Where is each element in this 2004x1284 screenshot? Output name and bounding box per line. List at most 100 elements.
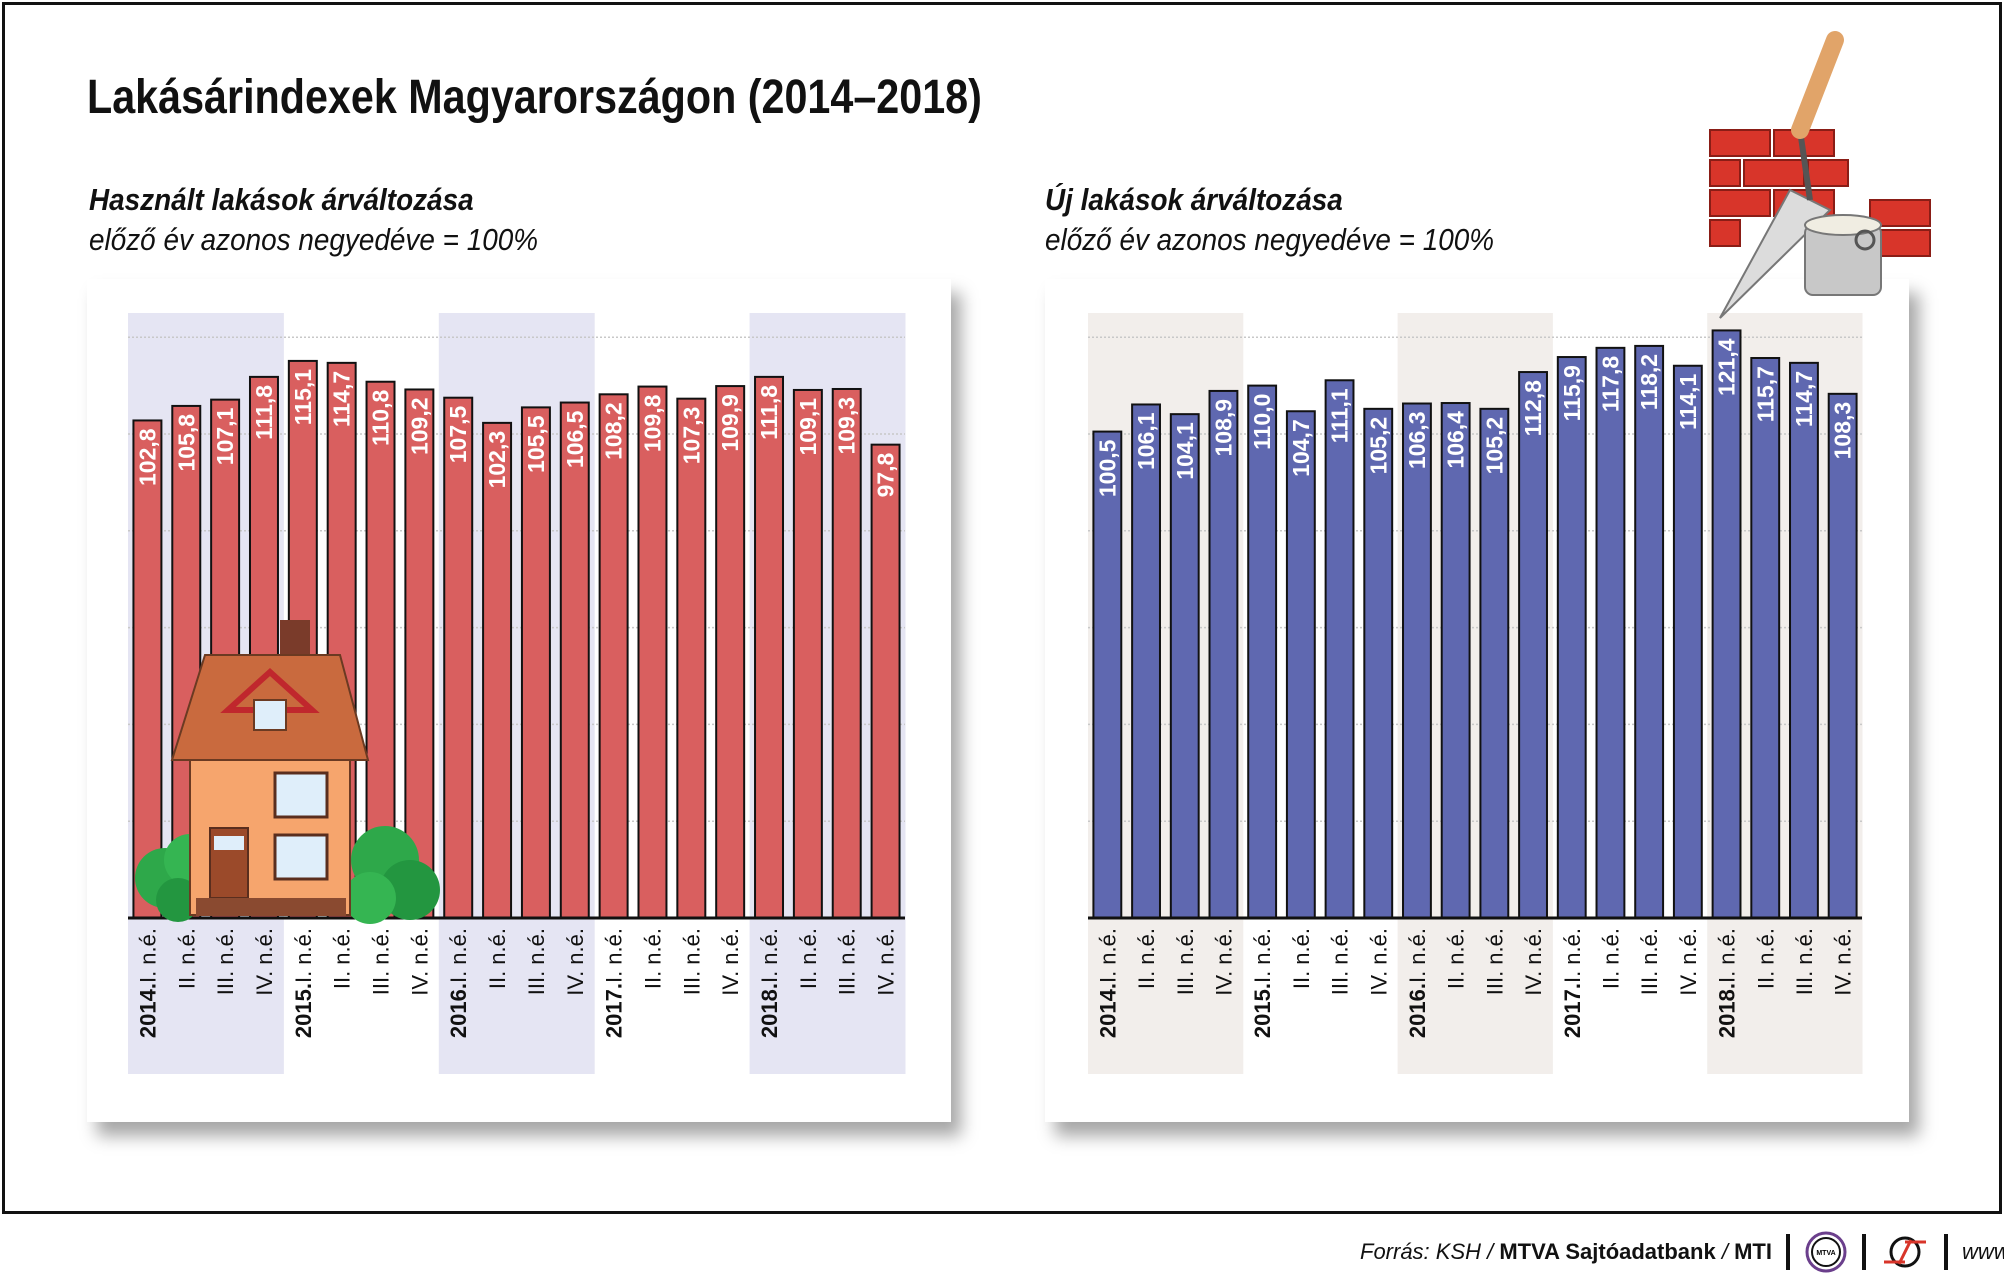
x-tick-label: 2017.I. n.é. [602,928,627,1038]
year-label: 2018. [1715,983,1740,1038]
mtva-logo-text: MTVA [1816,1250,1835,1257]
bar-value-label: 109,9 [717,394,743,452]
x-tick-label: III. n.é. [369,928,394,995]
bar-value-label: 111,8 [756,385,782,440]
x-tick-label: IV. n.é. [252,928,277,996]
x-tick-label: II. n.é. [485,928,510,989]
quarter-label: I. n.é. [135,928,160,983]
x-tick-label: III. n.é. [835,928,860,995]
bar [520,406,551,919]
left-chart-subtitle: előző év azonos negyedéve = 100% [89,222,539,257]
quarter-label: I. n.é. [446,928,471,983]
x-tick-label: IV. n.é. [563,928,588,996]
bar-value-label: 115,9 [1559,365,1585,421]
house-illustration [135,620,440,924]
bar-value-label: 104,7 [1288,419,1314,477]
bar-value-label: 108,3 [1830,402,1856,460]
infographic-frame [2,2,2002,1214]
divider [1861,1234,1866,1270]
bar-value-label: 100,5 [1094,439,1120,497]
bar-value-label: 107,5 [445,405,471,463]
new-homes-chart: 100,5 106,1 104,1 108,9 110,0 104,7 111,1 105,2… [1088,313,1863,1074]
x-tick-label: IV. n.é. [407,928,432,996]
bar-value-label: 102,8 [134,428,160,486]
bar-value-label: 106,1 [1133,412,1159,470]
website-link[interactable]: www.mti.hu [1961,1239,2004,1264]
bar-value-label: 97,8 [873,452,899,497]
x-tick-label: II. n.é. [330,928,355,989]
bar [1092,430,1123,919]
bar [443,396,474,919]
bar [1672,364,1703,920]
x-tick-label: II. n.é. [796,928,821,989]
bar [870,443,901,919]
bar [1789,361,1819,919]
bar [1711,329,1742,919]
x-tick-label: II. n.é. [1598,928,1623,989]
footer: Forrás: KSH / MTVA Sajtóadatbank / MTI M… [1360,1231,2004,1273]
bar-value-label: 118,2 [1636,354,1662,410]
left-chart-title: Használt lakások árváltozása [89,182,474,218]
bar [1595,346,1626,919]
source-prefix: Forrás: KSH / [1360,1239,1500,1264]
bar [404,388,435,919]
x-tick-label: IV. n.é. [1831,928,1856,996]
x-tick-label: IV. n.é. [1211,928,1236,996]
x-tick-label: 2018.I. n.é. [757,928,782,1038]
year-label: 2014. [135,983,160,1038]
year-label: 2015. [291,983,316,1038]
x-tick-label: III. n.é. [679,928,704,995]
bar [1556,356,1587,919]
year-label: 2017. [602,983,627,1038]
bar [132,419,163,919]
bar [831,387,862,920]
bar-value-label: 105,2 [1365,417,1391,475]
right-chart-title: Új lakások árváltozása [1045,182,1343,218]
source-mti: MTI [1734,1239,1772,1264]
bar [482,421,513,919]
x-tick-label: III. n.é. [1637,928,1662,995]
bar [1131,403,1161,919]
x-tick-label: II. n.é. [640,928,665,989]
divider [1943,1234,1948,1270]
bar-value-label: 114,7 [1791,371,1817,427]
bar [1169,413,1200,919]
x-tick-label: 2015.I. n.é. [1250,928,1275,1038]
quarter-label: I. n.é. [602,928,627,983]
page-title: Lakásárindexek Magyarországon (2014–2018… [87,71,982,124]
quarter-label: I. n.é. [1095,928,1120,983]
quarter-label: I. n.é. [757,928,782,983]
bar [1363,407,1394,919]
bar [1634,344,1665,919]
bar [715,385,746,920]
x-tick-label: 2016.I. n.é. [446,928,471,1038]
x-tick-label: IV. n.é. [1521,928,1546,996]
quarter-label: I. n.é. [1250,928,1275,983]
x-tick-label: II. n.é. [174,928,199,989]
bar-value-label: 115,1 [290,369,316,425]
bar-value-label: 110,8 [368,390,394,446]
bar-value-label: 105,2 [1481,417,1507,475]
year-label: 2017. [1560,983,1585,1038]
bar [754,375,785,919]
bar-value-label: 111,8 [251,385,277,440]
x-tick-label: IV. n.é. [718,928,743,996]
right-chart-title-text: Új lakások árváltozása [1045,182,1343,217]
bar-value-label: 106,3 [1404,412,1430,470]
bar [559,401,590,920]
x-tick-label: III. n.é. [524,928,549,995]
year-label: 2016. [446,983,471,1038]
x-tick-label: 2018.I. n.é. [1715,928,1740,1038]
x-tick-label: II. n.é. [1134,928,1159,989]
x-tick-label: III. n.é. [1792,928,1817,995]
bar-value-label: 105,5 [523,415,549,473]
bar-value-label: 109,1 [795,398,821,456]
bar [1247,384,1278,920]
quarter-label: I. n.é. [1560,928,1585,983]
x-tick-label: 2014.I. n.é. [135,928,160,1038]
x-tick-label: 2016.I. n.é. [1405,928,1430,1038]
source-credit: Forrás: KSH / MTVA Sajtóadatbank / MTI [1360,1239,1772,1265]
bar-value-label: 106,4 [1443,411,1469,469]
bar-value-label: 104,1 [1172,422,1198,480]
x-tick-label: III. n.é. [1173,928,1198,995]
